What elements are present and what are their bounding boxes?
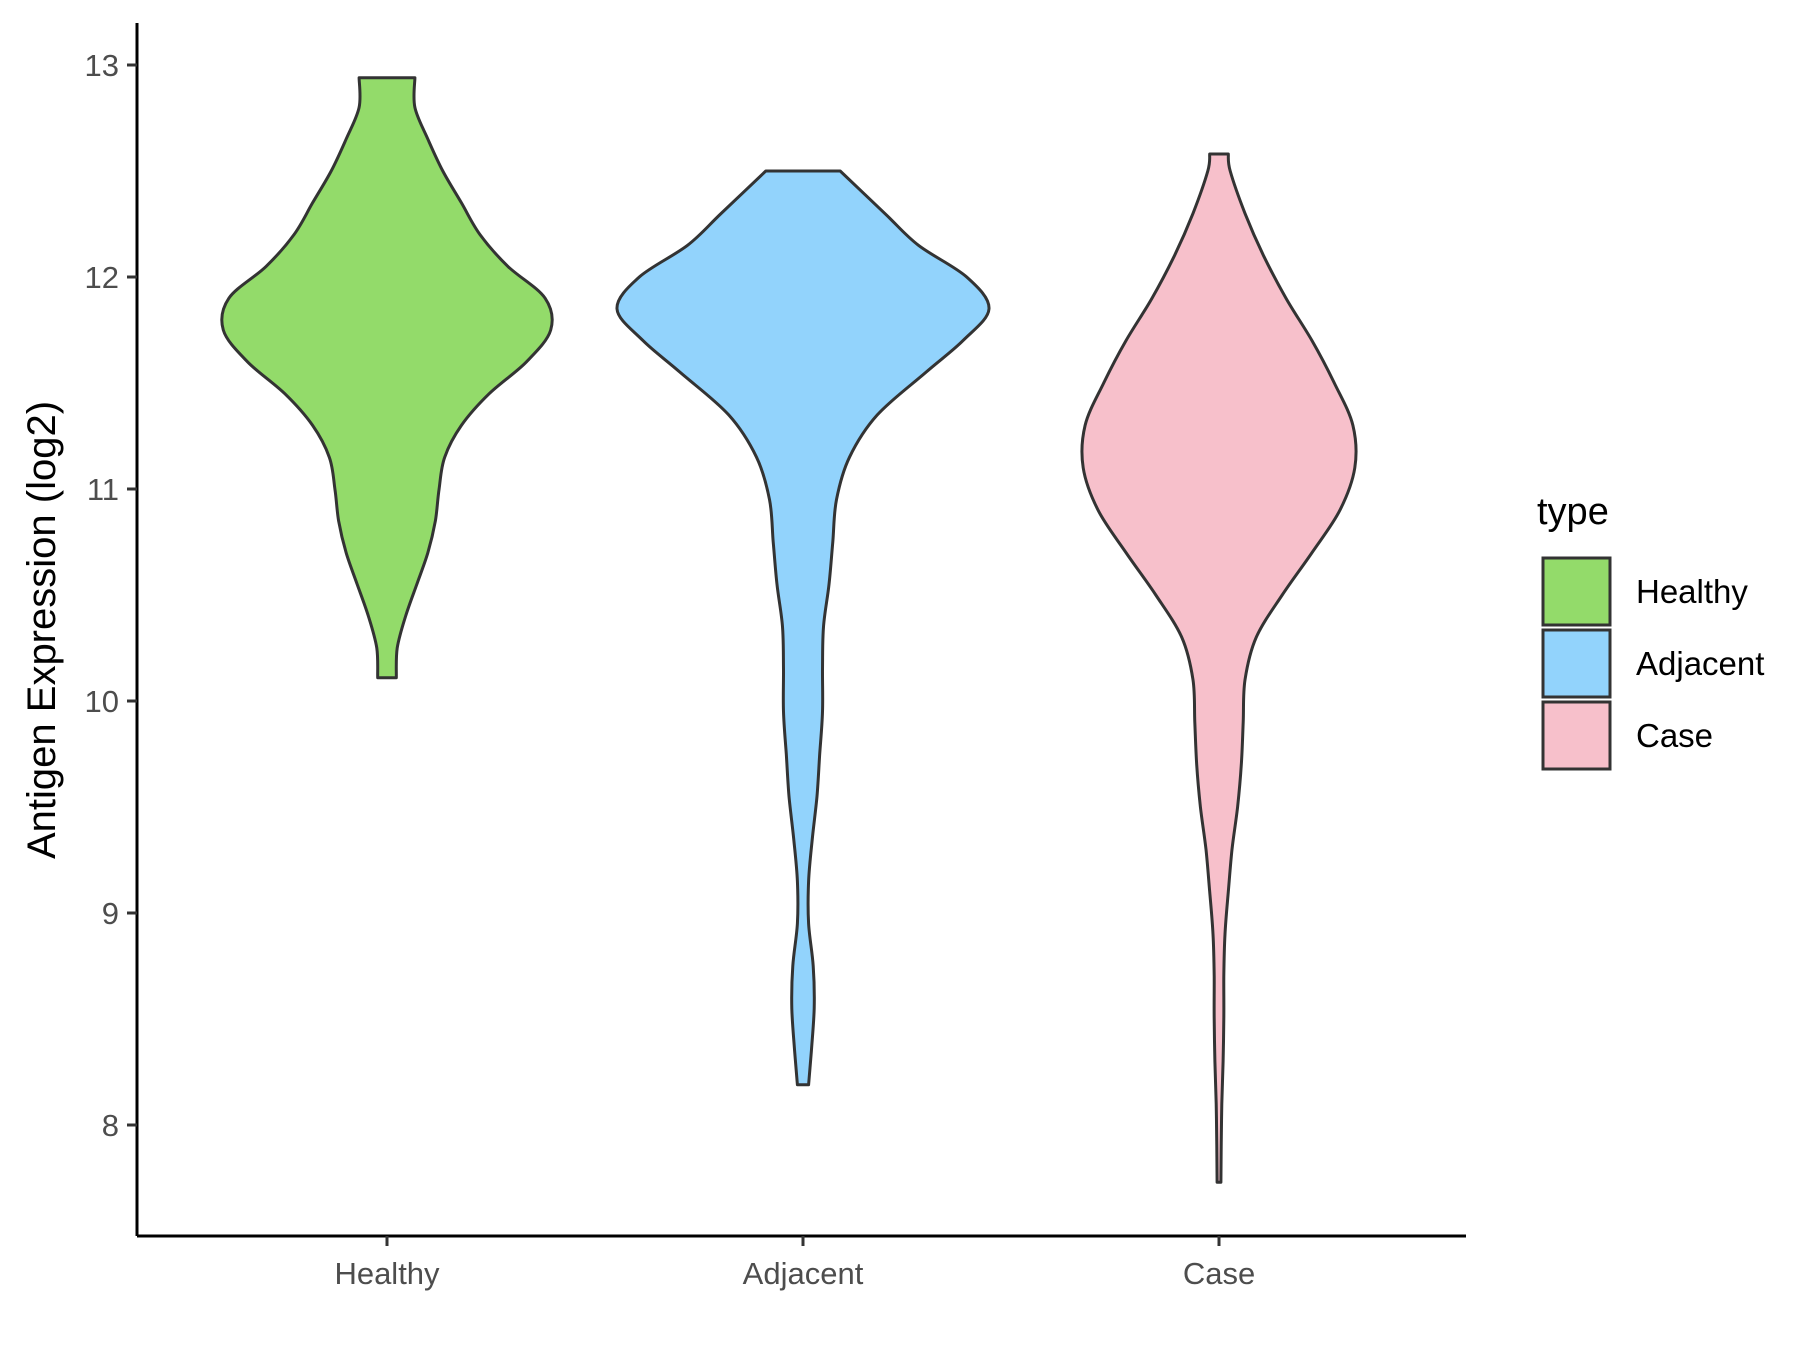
x-tick-label-adjacent: Adjacent: [743, 1256, 864, 1291]
axes: 8 9 10 11 12 13 Healthy Adjacent Case: [85, 23, 1466, 1291]
legend-label-healthy: Healthy: [1636, 573, 1748, 610]
plot-area: [220, 76, 1358, 1184]
y-axis-ticks: 8 9 10 11 12 13: [85, 48, 137, 1143]
violin-adjacent: [615, 169, 991, 1087]
legend-label-case: Case: [1636, 717, 1713, 754]
x-tick-label-case: Case: [1183, 1256, 1255, 1291]
legend-label-adjacent: Adjacent: [1636, 645, 1764, 682]
y-tick-label: 10: [85, 684, 119, 719]
y-tick-label: 9: [102, 896, 119, 931]
legend: type Healthy Adjacent Case: [1537, 491, 1764, 771]
y-tick-label: 12: [85, 260, 119, 295]
legend-entries: Healthy Adjacent Case: [1541, 556, 1764, 771]
violin-healthy: [220, 76, 554, 680]
y-tick-label: 8: [102, 1108, 119, 1143]
legend-title: type: [1537, 491, 1609, 533]
y-tick-label: 11: [87, 472, 119, 507]
y-tick-label: 13: [85, 48, 119, 83]
y-axis-title: Antigen Expression (log2): [20, 401, 64, 859]
legend-key-adjacent: [1541, 628, 1612, 699]
x-tick-label-healthy: Healthy: [334, 1256, 440, 1291]
legend-key-case: [1541, 700, 1612, 771]
legend-key-healthy: [1541, 556, 1612, 627]
x-axis-ticks: Healthy Adjacent Case: [334, 1236, 1255, 1291]
violin-case: [1080, 152, 1358, 1184]
